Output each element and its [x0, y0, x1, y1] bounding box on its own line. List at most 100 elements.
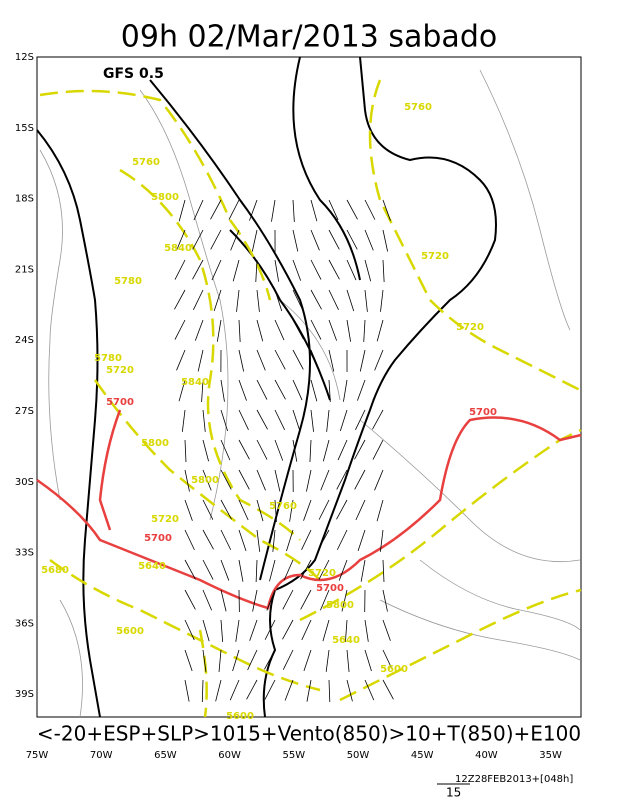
- wind-arrow: [374, 349, 384, 371]
- wind-arrow: [376, 319, 384, 342]
- wind-arrow: [346, 199, 358, 220]
- wind-arrow: [184, 439, 187, 462]
- wind-arrow: [238, 559, 244, 582]
- wind-arrow: [372, 379, 384, 400]
- wind-arrow: [364, 289, 368, 312]
- wind-arrow: [238, 379, 247, 401]
- wind-arrow: [178, 379, 186, 402]
- wind-arrow: [292, 199, 295, 222]
- lat-label: 21S: [15, 264, 34, 275]
- slp-contours: [39, 69, 581, 718]
- wind-arrow: [255, 259, 258, 282]
- wind-arrow: [372, 439, 384, 460]
- contour-label: 5600: [116, 626, 144, 637]
- wind-arrow: [202, 589, 212, 611]
- contour-label: 5600: [226, 711, 254, 722]
- contour-label: 5800: [191, 475, 219, 486]
- wind-arrow: [300, 589, 312, 610]
- wind-arrow: [256, 409, 268, 430]
- wind-arrow: [184, 529, 195, 551]
- scale-label: 15: [446, 786, 461, 800]
- wind-arrow: [292, 409, 301, 432]
- contour-5700: [36, 416, 582, 610]
- lon-label: 35W: [539, 750, 562, 761]
- wind-arrow: [256, 499, 264, 522]
- wind-arrow: [382, 619, 391, 641]
- contour-label: 5700: [106, 397, 134, 408]
- lat-label: 30S: [15, 477, 34, 488]
- wind-arrow: [202, 529, 214, 550]
- wind-arrow: [220, 589, 227, 612]
- wind-arrow: [357, 379, 366, 401]
- wind-arrow: [201, 379, 204, 402]
- wind-arrow: [310, 199, 318, 222]
- wind-arrow: [380, 289, 384, 312]
- wind-arrow: [292, 289, 303, 310]
- contour-label: 5700: [144, 533, 172, 544]
- wind-arrow: [374, 469, 384, 491]
- contour-label: 5720: [151, 514, 179, 525]
- wind-arrow: [211, 259, 222, 281]
- wind-arrow: [346, 259, 357, 281]
- wind-arrow: [325, 649, 330, 672]
- wind-arrow: [210, 229, 222, 250]
- wind-arrow: [274, 379, 286, 400]
- wind-arrow: [184, 469, 190, 492]
- wind-arrow: [274, 469, 281, 492]
- wind-arrow: [256, 469, 266, 491]
- wind-arrow: [184, 499, 193, 521]
- wind-arrow: [264, 619, 276, 640]
- wind-arrow: [256, 349, 266, 371]
- wind-arrow: [210, 199, 222, 220]
- wind-arrow: [282, 619, 294, 640]
- wind-arrow: [249, 619, 258, 641]
- wind-arrow: [238, 529, 247, 551]
- wind-arrow: [264, 649, 276, 670]
- wind-arrow: [292, 349, 304, 370]
- wind-arrow: [220, 469, 232, 490]
- contour-label: 5760: [132, 157, 160, 168]
- wind-arrow: [274, 289, 283, 312]
- wind-arrow: [216, 319, 222, 342]
- wind-arrow: [220, 559, 230, 581]
- contour-label: 5640: [138, 561, 166, 572]
- wind-arrow: [184, 589, 196, 610]
- wind-arrow: [284, 679, 294, 701]
- wind-arrow: [355, 499, 366, 521]
- wind-arrow: [256, 439, 268, 460]
- wind-arrow: [382, 649, 393, 671]
- wind-arrow: [360, 559, 366, 582]
- wind-arrow: [202, 649, 207, 672]
- wind-arrow: [251, 229, 258, 252]
- contour-label: 5720: [308, 568, 336, 579]
- run-label: 12Z28FEB2013+[048h]: [455, 774, 573, 785]
- wind-arrow: [328, 259, 340, 280]
- title: 09h 02/Mar/2013 sabado: [121, 20, 497, 55]
- wind-arrow: [282, 649, 294, 670]
- wind-arrow: [338, 559, 348, 581]
- wind-arrow: [192, 229, 204, 250]
- contour-label: 5780: [114, 276, 142, 287]
- wind-arrow: [178, 199, 186, 222]
- wind-arrow: [292, 229, 299, 252]
- wind-arrow: [301, 619, 312, 641]
- lon-label: 75W: [26, 750, 49, 761]
- contour-label: 5700: [469, 407, 497, 418]
- lon-label: 65W: [154, 750, 177, 761]
- map-area: [36, 56, 582, 718]
- lon-label: 55W: [282, 750, 305, 761]
- wind-arrow: [382, 679, 394, 700]
- lat-label: 39S: [15, 689, 34, 700]
- wind-arrow: [310, 259, 322, 280]
- wind-arrow: [310, 349, 320, 371]
- wind-arrow: [326, 409, 330, 432]
- wind-arrow: [382, 559, 385, 582]
- wind-arrow: [376, 499, 384, 522]
- wind-arrow: [238, 319, 241, 342]
- lon-label: 60W: [218, 750, 241, 761]
- wind-arrow: [337, 439, 348, 461]
- wind-arrow: [255, 559, 258, 582]
- wind-arrow: [303, 649, 312, 671]
